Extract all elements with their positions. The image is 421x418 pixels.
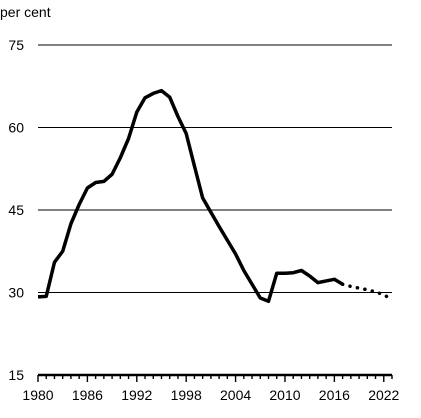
y-tick-label: 30 xyxy=(8,285,24,301)
x-tick-label: 2022 xyxy=(368,387,399,403)
x-tick-label: 1986 xyxy=(72,387,103,403)
y-tick-label: 15 xyxy=(8,367,24,383)
x-tick-label: 2016 xyxy=(319,387,350,403)
x-tick-label: 1998 xyxy=(171,387,202,403)
y-tick-label: 75 xyxy=(8,37,24,53)
y-tick-labels: 15 30 45 60 75 xyxy=(8,37,24,383)
y-tick-label: 45 xyxy=(8,202,24,218)
x-tick-label: 2010 xyxy=(269,387,300,403)
x-tick-label: 1992 xyxy=(121,387,152,403)
y-tick-label: 60 xyxy=(8,120,24,136)
x-tick-labels: 1980 1986 1992 1998 2004 2010 2016 2022 xyxy=(22,387,399,403)
series-line xyxy=(37,88,344,304)
series-line-projection xyxy=(340,282,394,302)
x-tick-label: 1980 xyxy=(22,387,53,403)
x-axis xyxy=(37,373,393,382)
series-lines xyxy=(37,88,394,304)
x-tick-label: 2004 xyxy=(220,387,251,403)
y-axis-unit-label: per cent xyxy=(0,4,51,20)
gridlines xyxy=(38,44,392,293)
